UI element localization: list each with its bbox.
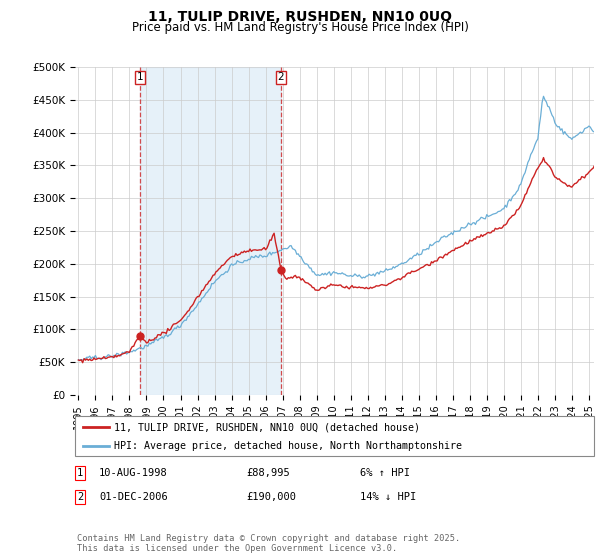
Text: 01-DEC-2006: 01-DEC-2006 xyxy=(99,492,168,502)
Text: 1: 1 xyxy=(77,468,83,478)
FancyBboxPatch shape xyxy=(75,416,594,456)
Text: Price paid vs. HM Land Registry's House Price Index (HPI): Price paid vs. HM Land Registry's House … xyxy=(131,21,469,34)
Text: 14% ↓ HPI: 14% ↓ HPI xyxy=(360,492,416,502)
Text: Contains HM Land Registry data © Crown copyright and database right 2025.
This d: Contains HM Land Registry data © Crown c… xyxy=(77,534,460,553)
Text: 2: 2 xyxy=(77,492,83,502)
Text: HPI: Average price, detached house, North Northamptonshire: HPI: Average price, detached house, Nort… xyxy=(114,441,462,451)
Text: 10-AUG-1998: 10-AUG-1998 xyxy=(99,468,168,478)
Text: 6% ↑ HPI: 6% ↑ HPI xyxy=(360,468,410,478)
Text: 11, TULIP DRIVE, RUSHDEN, NN10 0UQ (detached house): 11, TULIP DRIVE, RUSHDEN, NN10 0UQ (deta… xyxy=(114,422,420,432)
Bar xyxy=(140,67,281,395)
Text: £88,995: £88,995 xyxy=(246,468,290,478)
Text: £190,000: £190,000 xyxy=(246,492,296,502)
Text: 2: 2 xyxy=(278,72,284,82)
Text: 11, TULIP DRIVE, RUSHDEN, NN10 0UQ: 11, TULIP DRIVE, RUSHDEN, NN10 0UQ xyxy=(148,10,452,24)
Text: 1: 1 xyxy=(136,72,143,82)
